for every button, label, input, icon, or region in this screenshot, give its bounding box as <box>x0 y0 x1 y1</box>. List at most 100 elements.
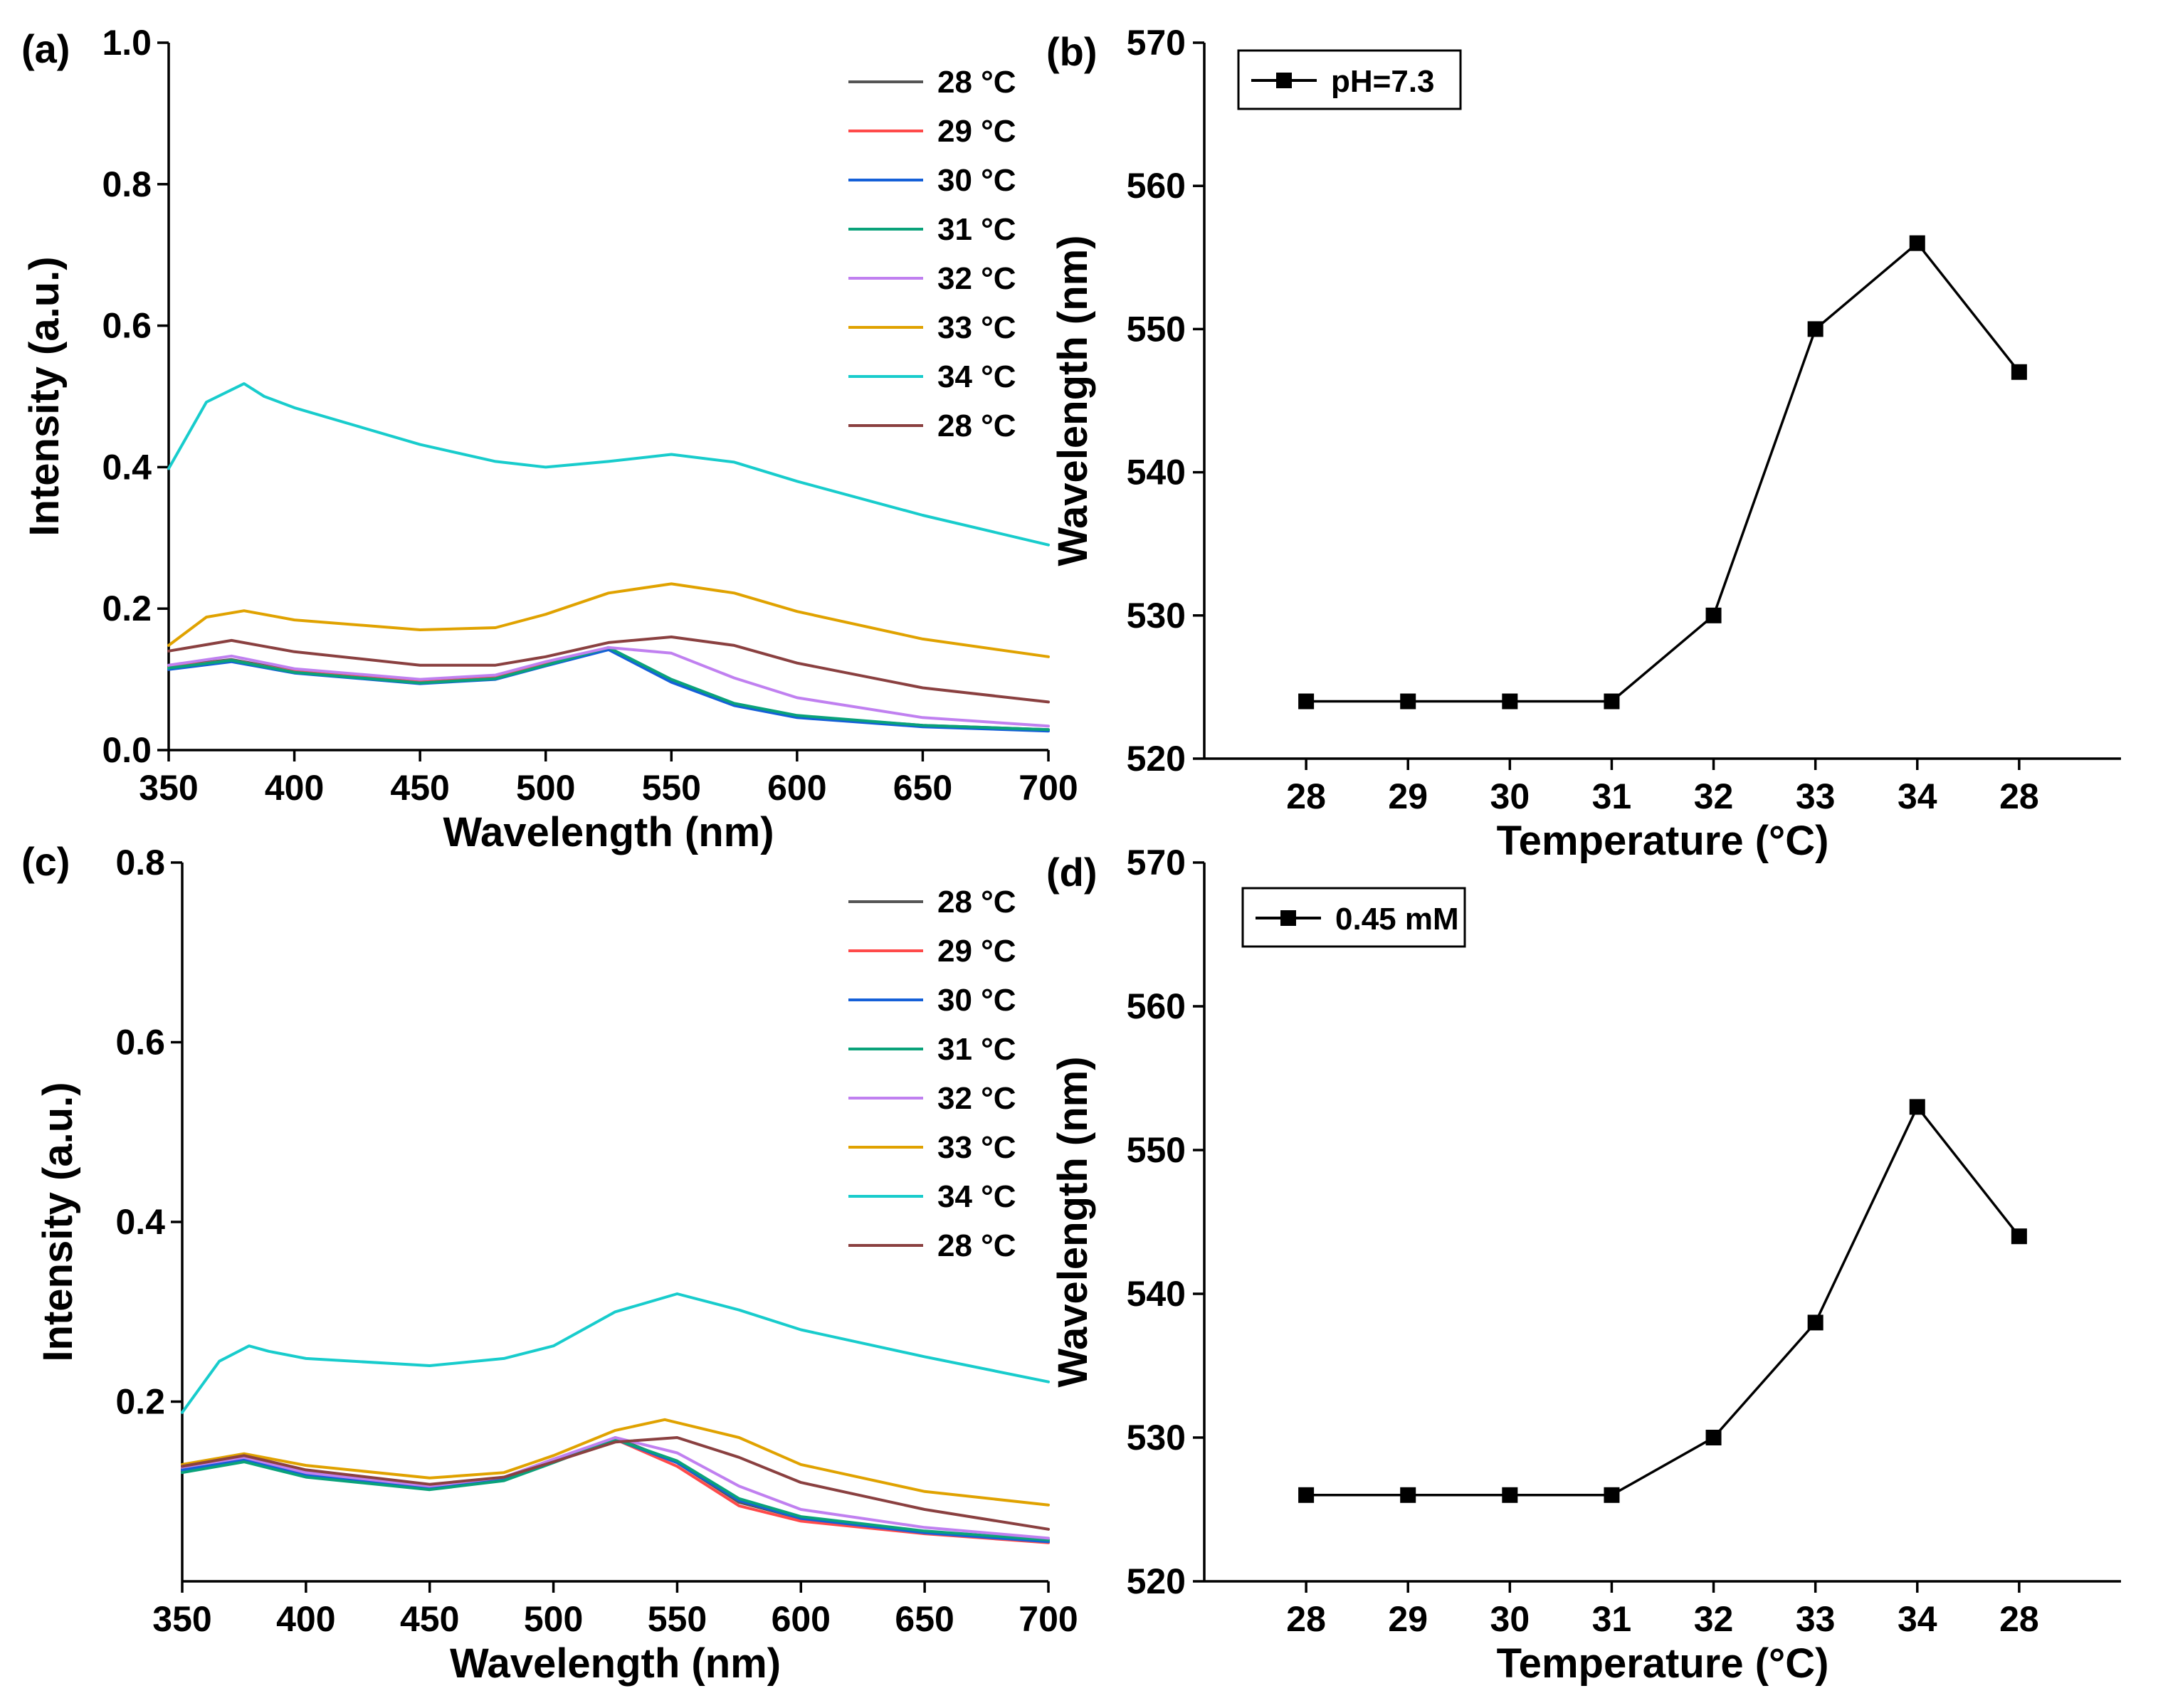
legend-label: 28 °C <box>937 65 1016 100</box>
x-tick-label: 500 <box>516 768 575 808</box>
y-axis-title: Wavelength (nm) <box>1050 1056 1096 1387</box>
x-tick-label: 450 <box>400 1599 459 1639</box>
y-tick-label: 540 <box>1127 1274 1186 1314</box>
data-point <box>1909 1099 1925 1115</box>
legend-label: pH=7.3 <box>1331 64 1435 99</box>
data-point <box>1400 1487 1416 1503</box>
y-tick-label: 570 <box>1127 23 1186 63</box>
x-tick-label: 500 <box>524 1599 583 1639</box>
panel-b: (b) 28 29 30 31 32 33 34 28 520 530 540 550 560 570 Tem… <box>1046 23 2121 864</box>
y-tick-label: 0.2 <box>115 1382 165 1422</box>
legend-label: 34 °C <box>937 1179 1016 1214</box>
legend-label: 30 °C <box>937 163 1016 198</box>
y-tick-label: 0.4 <box>115 1202 165 1242</box>
data-point <box>1298 1487 1315 1503</box>
x-tick-label: 400 <box>276 1599 335 1639</box>
series-line-6 <box>167 582 1050 658</box>
data-point <box>2011 1228 2027 1245</box>
x-tick-label: 29 <box>1388 776 1428 816</box>
legend-label: 31 °C <box>937 212 1016 247</box>
x-tick-label: 700 <box>1019 768 1078 808</box>
y-tick-label: 0.4 <box>102 447 152 487</box>
panel-label: (d) <box>1046 850 1098 895</box>
data-point <box>1705 1430 1722 1445</box>
x-tick-label: 650 <box>893 768 952 808</box>
legend-label: 0.45 mM <box>1335 902 1459 937</box>
legend-label: 28 °C <box>937 1228 1016 1263</box>
y-tick-label: 550 <box>1127 309 1186 349</box>
legend-label: 29 °C <box>937 114 1016 149</box>
legend-label: 33 °C <box>937 310 1016 345</box>
data-point <box>1502 1487 1518 1503</box>
x-tick-label: 33 <box>1796 1599 1836 1639</box>
x-tick-label: 28 <box>1286 1599 1326 1639</box>
y-tick-label: 0.6 <box>102 306 152 346</box>
x-tick-label: 28 <box>1999 1599 2039 1639</box>
x-tick-label: 30 <box>1490 1599 1530 1639</box>
y-tick-label: 560 <box>1127 166 1186 206</box>
y-tick-label: 540 <box>1127 453 1186 492</box>
x-tick-label: 400 <box>265 768 324 808</box>
y-tick-label: 530 <box>1127 1418 1186 1457</box>
y-tick-label: 0.0 <box>102 730 152 770</box>
x-tick-label: 31 <box>1592 1599 1632 1639</box>
x-tick-label: 550 <box>642 768 701 808</box>
x-tick-label: 28 <box>1286 776 1326 816</box>
y-tick-label: 530 <box>1127 596 1186 636</box>
x-tick-label: 34 <box>1898 776 1937 816</box>
x-axis-title: Wavelength (nm) <box>443 809 774 855</box>
series-line-3 <box>167 648 1050 733</box>
legend-label: 28 °C <box>937 885 1016 919</box>
panel-label: (b) <box>1046 29 1098 74</box>
series-line-7 <box>167 382 1050 547</box>
x-tick-label: 600 <box>767 768 826 808</box>
x-tick-label: 550 <box>648 1599 707 1639</box>
y-tick-label: 520 <box>1127 1561 1186 1601</box>
x-tick-label: 350 <box>139 768 198 808</box>
x-axis-title: Temperature (°C) <box>1497 1640 1829 1687</box>
x-axis-title: Temperature (°C) <box>1497 818 1829 864</box>
x-tick-label: 600 <box>772 1599 831 1639</box>
legend-marker <box>1280 910 1296 926</box>
y-tick-label: 0.8 <box>115 843 165 882</box>
legend-label: 33 °C <box>937 1130 1016 1165</box>
data-point <box>2011 364 2027 380</box>
panel-d: (d) 28 29 30 31 32 33 34 28 520 530 540 550 560 570 Tem… <box>1046 843 2121 1687</box>
legend-marker <box>1276 73 1292 88</box>
trend-line <box>1306 241 2021 703</box>
x-tick-label: 34 <box>1898 1599 1937 1639</box>
y-tick-label: 1.0 <box>102 23 152 63</box>
y-axis-title: Intensity (a.u.) <box>35 1082 81 1361</box>
y-tick-label: 0.6 <box>115 1023 165 1063</box>
x-tick-label: 33 <box>1796 776 1836 816</box>
x-tick-label: 350 <box>152 1599 211 1639</box>
series-line-8 <box>167 636 1050 704</box>
panel-c: (c) 350 400 450 500 550 600 650 700 0.2 0.4 0.6 0.8 W… <box>21 839 1078 1687</box>
x-tick-label: 450 <box>390 768 449 808</box>
x-axis-title: Wavelength (nm) <box>450 1640 781 1687</box>
data-point <box>1807 1314 1823 1331</box>
data-point <box>1705 607 1722 623</box>
x-tick-label: 31 <box>1592 776 1632 816</box>
x-tick-label: 28 <box>1999 776 2039 816</box>
trend-line <box>1306 1105 2021 1497</box>
y-axis-title: Intensity (a.u.) <box>21 256 68 536</box>
legend-label: 34 °C <box>937 359 1016 394</box>
data-point <box>1298 693 1315 710</box>
x-tick-label: 32 <box>1694 776 1734 816</box>
legend-label: 31 °C <box>937 1032 1016 1067</box>
data-point <box>1502 693 1518 710</box>
x-tick-label: 700 <box>1019 1599 1078 1639</box>
data-point <box>1909 235 1925 251</box>
x-tick-label: 650 <box>895 1599 954 1639</box>
y-tick-label: 520 <box>1127 739 1186 779</box>
y-tick-label: 570 <box>1127 843 1186 882</box>
legend-label: 32 °C <box>937 261 1016 296</box>
panel-a: (a) 350 400 450 500 550 600 650 700 0.0 0.2 0.4 0.6 0… <box>21 23 1078 855</box>
y-tick-label: 560 <box>1127 986 1186 1026</box>
y-tick-label: 0.8 <box>102 164 152 204</box>
series-line-6 <box>181 1418 1050 1507</box>
series-line-8 <box>181 1436 1050 1531</box>
series-line-7 <box>181 1292 1050 1414</box>
